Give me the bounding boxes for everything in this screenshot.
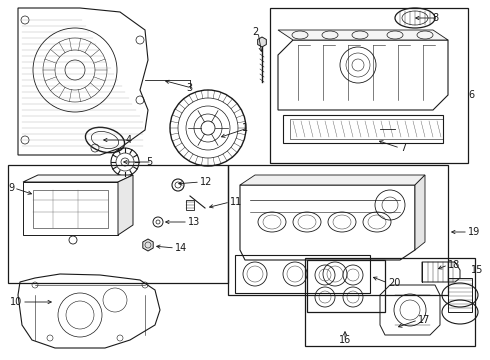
Bar xyxy=(33,190,108,228)
Bar xyxy=(448,278,472,312)
Text: 16: 16 xyxy=(339,335,351,345)
Polygon shape xyxy=(415,175,425,250)
Polygon shape xyxy=(23,175,133,182)
Text: 7: 7 xyxy=(400,143,406,153)
Polygon shape xyxy=(240,175,425,185)
Text: 6: 6 xyxy=(468,90,474,100)
Text: 4: 4 xyxy=(126,135,132,145)
Text: 2: 2 xyxy=(252,27,258,37)
Polygon shape xyxy=(118,175,133,235)
Text: 18: 18 xyxy=(448,260,460,270)
Bar xyxy=(186,200,194,210)
Text: 8: 8 xyxy=(432,13,438,23)
Polygon shape xyxy=(278,30,448,40)
Text: 14: 14 xyxy=(175,243,187,253)
Bar xyxy=(305,258,475,346)
Text: 3: 3 xyxy=(186,83,192,93)
Text: 11: 11 xyxy=(230,197,242,207)
Text: 12: 12 xyxy=(200,177,212,187)
Text: 17: 17 xyxy=(418,315,430,325)
Bar xyxy=(307,260,385,312)
Text: 5: 5 xyxy=(146,157,152,167)
Bar xyxy=(270,8,468,163)
Text: 20: 20 xyxy=(388,278,400,288)
Text: 19: 19 xyxy=(468,227,480,237)
Text: 15: 15 xyxy=(471,265,483,275)
Bar xyxy=(235,255,370,293)
Polygon shape xyxy=(143,239,153,251)
Text: 10: 10 xyxy=(10,297,22,307)
Text: 9: 9 xyxy=(8,183,14,193)
Text: 1: 1 xyxy=(242,123,248,133)
Bar xyxy=(228,165,448,295)
Polygon shape xyxy=(258,37,267,47)
Bar xyxy=(8,165,228,283)
Bar xyxy=(290,119,443,139)
Text: 13: 13 xyxy=(188,217,200,227)
